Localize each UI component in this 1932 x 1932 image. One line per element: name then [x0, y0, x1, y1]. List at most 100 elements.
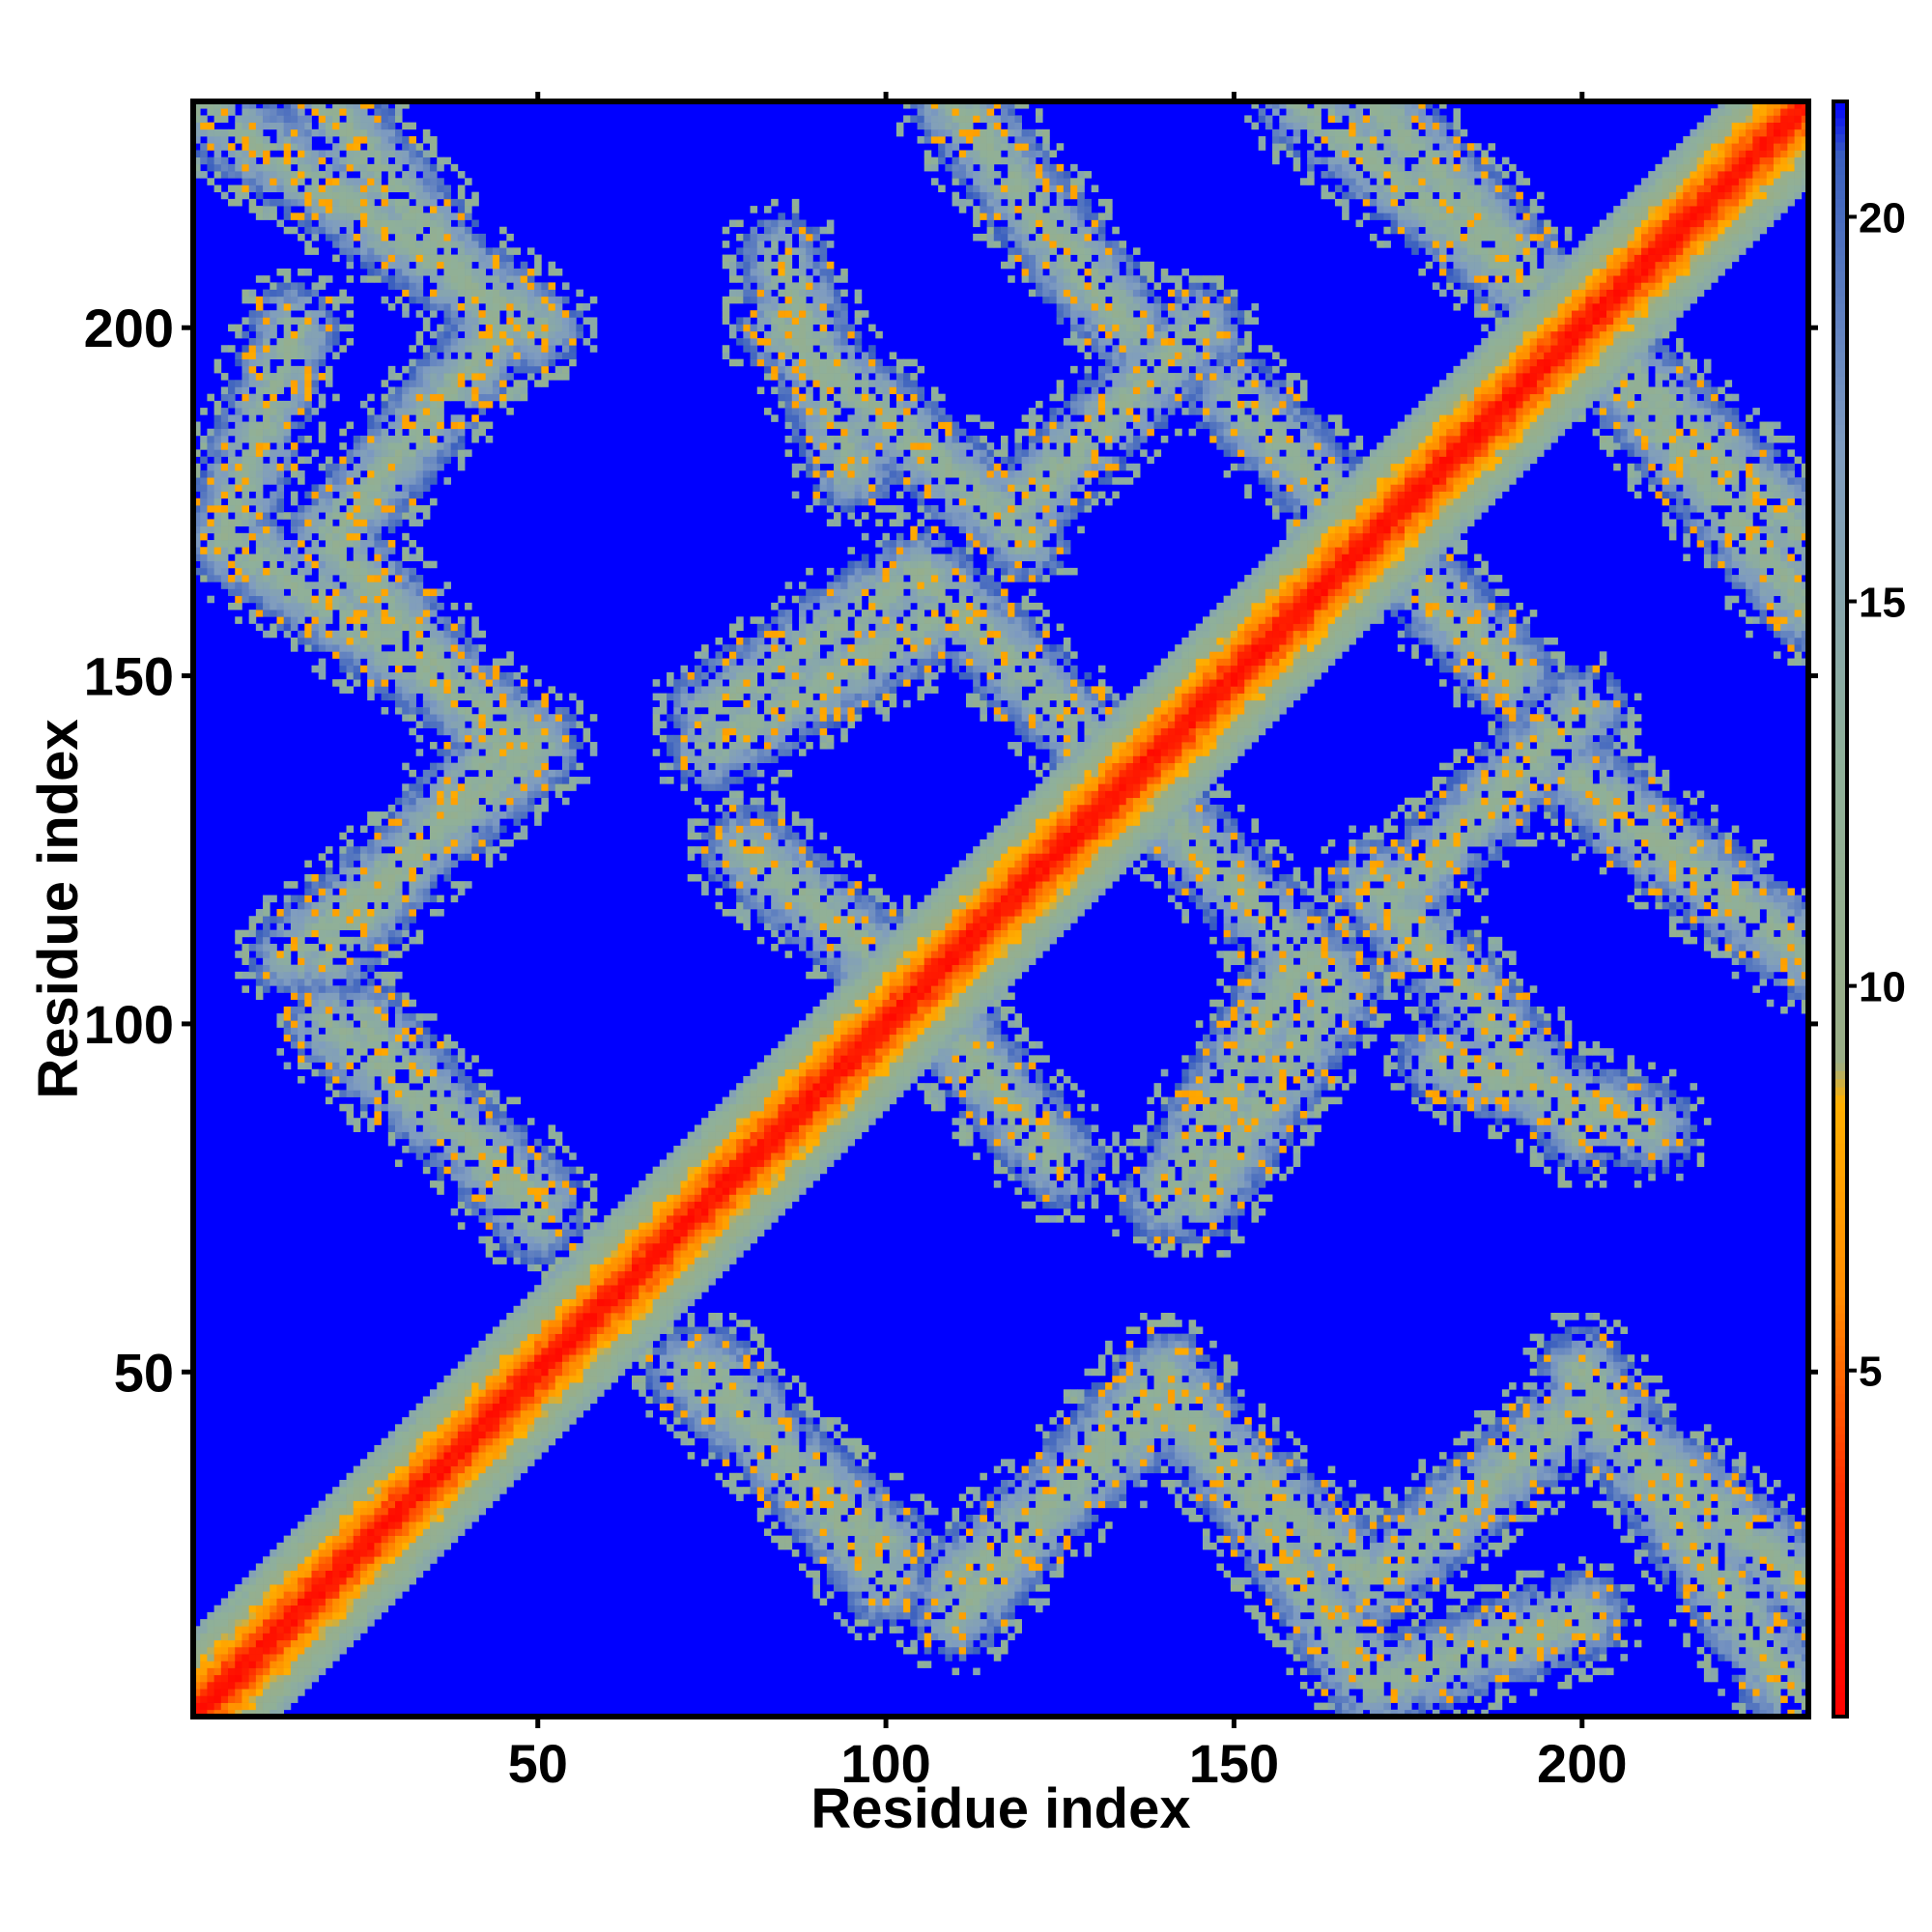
heatmap-cell [221, 526, 229, 534]
heatmap-cell [256, 561, 264, 569]
heatmap-cell [312, 1661, 320, 1668]
heatmap-cell [284, 540, 292, 548]
heatmap-cell [263, 1626, 270, 1634]
heatmap-cell [270, 386, 277, 394]
heatmap-cell [298, 1591, 305, 1599]
heatmap-cell [284, 317, 292, 325]
heatmap-cell [304, 1682, 312, 1690]
heatmap-cell [235, 1661, 242, 1668]
heatmap-cell [298, 965, 305, 973]
heatmap-cell [298, 171, 305, 179]
heatmap-cell [312, 1612, 320, 1620]
heatmap-cell [214, 519, 222, 526]
heatmap-cell [291, 408, 298, 415]
heatmap-cell [235, 457, 242, 465]
heatmap-cell [291, 1689, 298, 1696]
heatmap-cell [298, 1577, 305, 1585]
heatmap-cell [249, 408, 257, 415]
heatmap-cell [326, 1055, 333, 1063]
heatmap-cell [276, 422, 284, 430]
heatmap-cell [276, 1612, 284, 1620]
heatmap-cell [304, 269, 312, 276]
heatmap-cell [291, 1647, 298, 1655]
heatmap-cell [249, 317, 257, 325]
heatmap-cell [276, 401, 284, 409]
heatmap-cell [200, 547, 208, 554]
heatmap-cell [242, 457, 249, 465]
heatmap-cell [304, 561, 312, 569]
heatmap-cell [276, 505, 284, 513]
heatmap-cell [284, 359, 292, 367]
heatmap-cell [332, 1549, 340, 1557]
heatmap-cell [235, 1619, 242, 1627]
heatmap-cell [256, 1640, 264, 1648]
heatmap-cell [235, 1612, 242, 1620]
heatmap-cell [207, 540, 214, 548]
heatmap-cell [256, 303, 264, 311]
heatmap-cell [207, 394, 214, 402]
heatmap-cell [228, 199, 236, 207]
heatmap-cell [228, 526, 236, 534]
heatmap-cell [276, 129, 284, 137]
heatmap-cell [319, 547, 327, 554]
heatmap-cell [319, 1069, 327, 1077]
heatmap-cell [228, 457, 236, 465]
heatmap-cell [214, 1675, 222, 1683]
heatmap-cell [221, 414, 229, 422]
heatmap-cell [304, 345, 312, 353]
heatmap-cell [228, 1689, 236, 1696]
heatmap-cell [221, 1605, 229, 1613]
heatmap-cell [326, 888, 333, 895]
heatmap-cell [291, 317, 298, 325]
heatmap-cell [291, 464, 298, 471]
heatmap-cell [284, 192, 292, 200]
heatmap-cell [291, 644, 298, 652]
heatmap-cell [298, 1661, 305, 1668]
heatmap-cell [291, 1035, 298, 1042]
heatmap-cell [291, 282, 298, 290]
heatmap-cell [235, 1695, 242, 1703]
heatmap-cell [242, 449, 249, 457]
heatmap-cell [276, 624, 284, 632]
heatmap-cell [242, 1689, 249, 1696]
heatmap-cell [304, 568, 312, 576]
heatmap-cell [291, 171, 298, 179]
heatmap-cell [256, 129, 264, 137]
heatmap-cell [298, 985, 305, 993]
heatmap-cell [270, 477, 277, 485]
heatmap-cell [284, 477, 292, 485]
heatmap-cell [326, 867, 333, 875]
heatmap-cell [263, 1654, 270, 1662]
heatmap-cell [319, 568, 327, 576]
heatmap-cell [270, 944, 277, 952]
heatmap-cell [228, 582, 236, 589]
heatmap-cell [312, 192, 320, 200]
heatmap-cell [326, 992, 333, 1000]
heatmap-cell [235, 588, 242, 596]
heatmap-cell [242, 582, 249, 589]
heatmap-cell [291, 965, 298, 973]
heatmap-cell [276, 477, 284, 485]
heatmap-cell [326, 1626, 333, 1634]
heatmap-cell [249, 526, 257, 534]
heatmap-cell [291, 331, 298, 339]
heatmap-cell [312, 902, 320, 910]
heatmap-cell [207, 547, 214, 554]
heatmap-cell [304, 957, 312, 965]
heatmap-cell [304, 1515, 312, 1522]
heatmap-cell [270, 540, 277, 548]
heatmap-cell [312, 178, 320, 185]
heatmap-cell [291, 616, 298, 624]
heatmap-cell [284, 401, 292, 409]
heatmap-cell [228, 470, 236, 478]
heatmap-cell [291, 143, 298, 151]
heatmap-cell [291, 526, 298, 534]
heatmap-cell [263, 178, 270, 185]
heatmap-cell [256, 325, 264, 332]
heatmap-cell [276, 136, 284, 144]
heatmap-cell [312, 1007, 320, 1014]
heatmap-cell [256, 624, 264, 632]
heatmap-cell [249, 512, 257, 520]
heatmap-cell [256, 1591, 264, 1599]
heatmap-cell [298, 526, 305, 534]
